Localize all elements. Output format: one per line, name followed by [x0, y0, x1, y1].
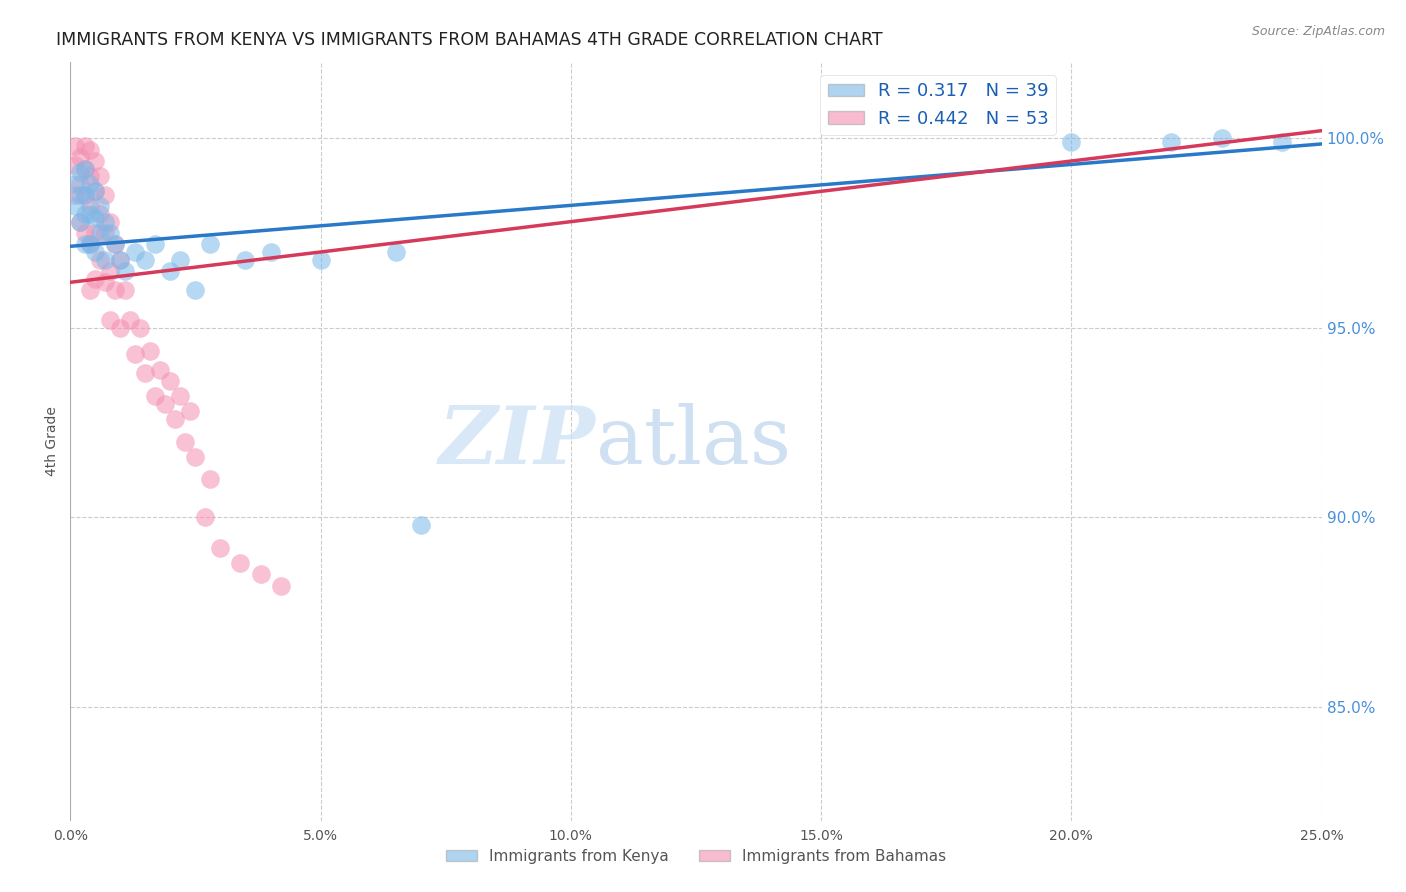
Point [184, 283, 207, 297]
Point [159, 264, 181, 278]
Point [69, 214, 91, 228]
Point [79, 169, 101, 183]
Point [174, 434, 197, 449]
Point [110, 252, 132, 267]
Legend: Immigrants from Kenya, Immigrants from Bahamas: Immigrants from Kenya, Immigrants from B… [440, 843, 952, 870]
Point [145, 389, 167, 403]
Point [110, 320, 132, 334]
Point [134, 366, 156, 380]
Point [209, 541, 232, 555]
Point [235, 252, 257, 267]
Point [259, 244, 281, 259]
Point [69, 188, 91, 202]
Point [104, 237, 127, 252]
Point [124, 347, 146, 361]
Point [1160, 135, 1182, 149]
Point [75, 188, 97, 202]
Point [84, 184, 107, 198]
Point [89, 169, 111, 183]
Point [1060, 135, 1083, 149]
Point [145, 237, 167, 252]
Point [79, 143, 101, 157]
Point [194, 510, 217, 524]
Point [124, 244, 146, 259]
Point [65, 199, 87, 213]
Text: Source: ZipAtlas.com: Source: ZipAtlas.com [1251, 25, 1385, 38]
Point [409, 517, 432, 532]
Point [79, 237, 101, 252]
Point [79, 283, 101, 297]
Point [94, 226, 117, 240]
Point [200, 472, 222, 486]
Point [94, 214, 117, 228]
Point [134, 252, 156, 267]
Point [98, 214, 121, 228]
Point [84, 184, 107, 198]
Point [65, 177, 87, 191]
Point [384, 244, 406, 259]
Point [69, 214, 91, 228]
Point [169, 252, 191, 267]
Point [94, 275, 117, 289]
Point [69, 177, 91, 191]
Point [84, 244, 107, 259]
Point [200, 237, 222, 252]
Point [75, 138, 97, 153]
Text: atlas: atlas [596, 402, 792, 481]
Point [1271, 135, 1294, 149]
Point [79, 177, 101, 191]
Point [104, 283, 127, 297]
Text: ZIP: ZIP [439, 403, 596, 480]
Point [94, 188, 117, 202]
Point [75, 188, 97, 202]
Point [84, 211, 107, 225]
Point [75, 226, 97, 240]
Point [184, 450, 207, 464]
Point [229, 556, 252, 570]
Point [89, 252, 111, 267]
Point [84, 226, 107, 240]
Point [149, 362, 172, 376]
Y-axis label: 4th Grade: 4th Grade [45, 407, 59, 476]
Point [65, 138, 87, 153]
Point [155, 396, 177, 410]
Point [79, 207, 101, 221]
Point [98, 226, 121, 240]
Point [114, 264, 136, 278]
Point [249, 567, 271, 582]
Point [120, 313, 142, 327]
Point [98, 313, 121, 327]
Point [69, 150, 91, 164]
Point [165, 411, 187, 425]
Point [179, 404, 201, 418]
Point [98, 264, 121, 278]
Point [65, 188, 87, 202]
Point [75, 161, 97, 176]
Point [65, 158, 87, 172]
Point [75, 237, 97, 252]
Point [89, 207, 111, 221]
Point [79, 237, 101, 252]
Point [75, 161, 97, 176]
Point [79, 199, 101, 213]
Point [104, 237, 127, 252]
Point [89, 199, 111, 213]
Point [84, 271, 107, 285]
Point [75, 207, 97, 221]
Point [309, 252, 332, 267]
Point [139, 343, 162, 358]
Point [114, 283, 136, 297]
Point [169, 389, 191, 403]
Text: IMMIGRANTS FROM KENYA VS IMMIGRANTS FROM BAHAMAS 4TH GRADE CORRELATION CHART: IMMIGRANTS FROM KENYA VS IMMIGRANTS FROM… [56, 31, 883, 49]
Point [84, 153, 107, 168]
Point [110, 252, 132, 267]
Point [129, 320, 152, 334]
Point [1211, 131, 1233, 145]
Point [270, 578, 292, 592]
Point [159, 374, 181, 388]
Point [69, 165, 91, 179]
Point [94, 252, 117, 267]
Point [89, 226, 111, 240]
